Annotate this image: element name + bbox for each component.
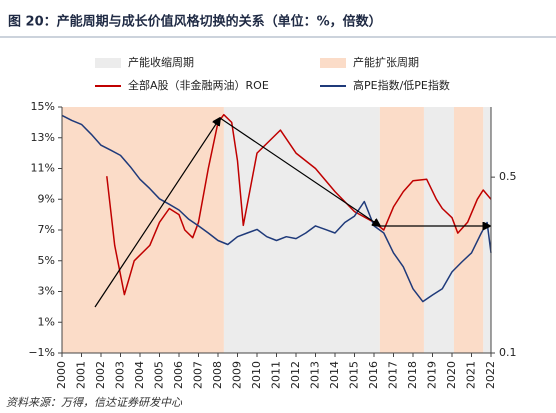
x-tick-label: 2009 — [231, 361, 244, 389]
y-tick-label: 9% — [38, 192, 55, 205]
cycle-band — [453, 107, 484, 353]
y-tick-label: 5% — [38, 254, 55, 267]
x-tick-label: 2015 — [348, 361, 361, 389]
y-tick-label: 1% — [38, 315, 55, 328]
chart-title: 图 20：产能周期与成长价值风格切换的关系（单位：%，倍数） — [8, 14, 382, 30]
y-tick-label: 7% — [38, 223, 55, 236]
legend-swatch — [320, 58, 346, 68]
legend-swatch — [95, 58, 121, 68]
cycle-band — [62, 107, 224, 353]
x-tick-label: 2013 — [309, 361, 322, 389]
arrow — [219, 117, 380, 226]
legend-label: 产能扩张周期 — [353, 55, 419, 69]
x-tick-label: 2003 — [114, 361, 127, 389]
arrows — [94, 117, 490, 308]
x-tick-label: 2002 — [94, 361, 107, 389]
x-tick-label: 2017 — [387, 361, 400, 389]
x-tick-label: 2021 — [465, 361, 478, 389]
x-tick-label: 2006 — [172, 361, 185, 389]
x-tick-label: 2008 — [211, 361, 224, 389]
series-line — [106, 113, 492, 296]
cycle-band — [223, 107, 380, 353]
legend-label: 产能收缩周期 — [128, 55, 194, 69]
cycle-band — [423, 107, 454, 353]
y-tick-label: −1% — [28, 346, 55, 359]
x-tick-label: 2016 — [367, 361, 380, 389]
source-note: 资料来源：万得，信达证券研发中心 — [6, 396, 183, 409]
x-tick-label: 2005 — [153, 361, 166, 389]
x-tick-label: 2004 — [133, 361, 146, 389]
x-tick-label: 2001 — [75, 361, 88, 389]
legend-label: 高PE指数/低PE指数 — [353, 78, 450, 92]
y-tick-label: 3% — [38, 285, 55, 298]
legend-label: 全部A股（非金融两油）ROE — [128, 78, 269, 92]
x-tick-label: 2018 — [406, 361, 419, 389]
bands — [62, 107, 491, 353]
arrow — [94, 118, 220, 308]
y-tick-label: 15% — [31, 100, 55, 113]
x-tick-label: 2019 — [426, 361, 439, 389]
x-tick-label: 2010 — [250, 361, 263, 389]
lines — [61, 113, 492, 303]
x-tick-label: 2000 — [55, 361, 68, 389]
x-tick-label: 2012 — [289, 361, 302, 389]
y-tick-label: 11% — [31, 162, 55, 175]
x-tick-label: 2022 — [484, 361, 497, 389]
cycle-band — [379, 107, 424, 353]
x-tick-label: 2020 — [445, 361, 458, 389]
cycle-band — [483, 107, 491, 353]
y2-tick-label: 0.1 — [499, 346, 517, 359]
x-tick-label: 2011 — [270, 361, 283, 389]
y-tick-label: 13% — [31, 131, 55, 144]
x-tick-label: 2014 — [328, 361, 341, 389]
y2-tick-label: 0.5 — [499, 170, 517, 183]
x-tick-label: 2007 — [192, 361, 205, 389]
series-line — [61, 114, 492, 303]
